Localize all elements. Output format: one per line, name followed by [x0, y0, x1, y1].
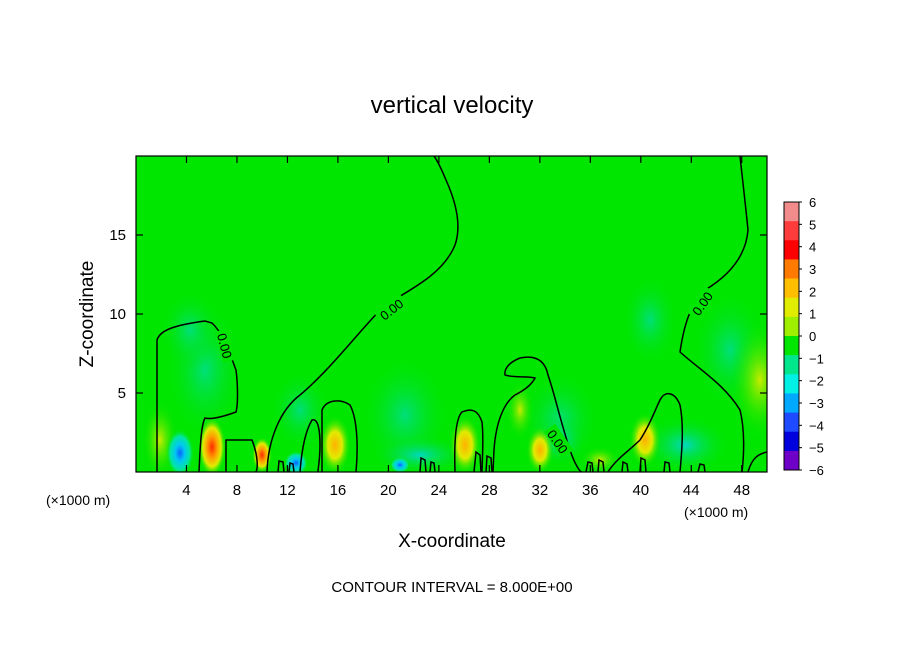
chart-title: vertical velocity — [371, 92, 534, 119]
x-tick-label: 44 — [683, 482, 700, 499]
contour-line — [429, 460, 436, 472]
field-features — [142, 275, 767, 472]
field-region — [319, 415, 351, 472]
contour-line — [266, 156, 459, 472]
colorbar-swatch — [784, 431, 799, 452]
field-region — [629, 412, 661, 468]
x-axis: 4 8 12 16 20 24 28 32 36 40 44 48 — [182, 156, 750, 499]
y-tick-label: 5 — [118, 385, 126, 402]
contour-line — [607, 393, 684, 472]
colorbar-label: −1 — [809, 351, 824, 366]
x-unit-label-left: (×1000 m) — [46, 492, 110, 508]
colorbar-label: 5 — [809, 217, 816, 232]
field-region — [730, 320, 767, 440]
field-region — [160, 290, 220, 370]
contour-line — [225, 439, 258, 472]
contour-line — [485, 454, 493, 472]
x-tick-label: 12 — [279, 482, 296, 499]
colorbar-swatch — [784, 450, 799, 471]
colorbar-label: 1 — [809, 307, 816, 322]
contour-line — [156, 320, 239, 472]
field-region — [640, 415, 730, 472]
x-unit-label-right: (×1000 m) — [684, 504, 748, 520]
x-tick-label: 48 — [733, 482, 750, 499]
y-axis: 5 10 15 — [109, 227, 767, 402]
contour-line — [597, 458, 605, 472]
colorbar-label: −5 — [809, 441, 824, 456]
colorbar-swatch — [784, 202, 799, 222]
colorbar-swatch — [784, 393, 799, 413]
colorbar-label: −2 — [809, 374, 824, 389]
x-tick-label: 32 — [531, 482, 548, 499]
x-axis-label: X-coordinate — [398, 531, 506, 552]
contour-line — [277, 460, 285, 472]
contour-label: 0.00 — [214, 332, 235, 360]
x-tick-label: 36 — [582, 482, 599, 499]
field-region — [506, 380, 534, 440]
y-tick-label: 15 — [109, 227, 126, 244]
field-region — [270, 370, 330, 450]
colorbar-swatch — [784, 240, 799, 260]
contour-line — [454, 409, 484, 472]
field-region — [390, 457, 410, 472]
x-tick-label: 8 — [233, 482, 241, 499]
colorbar: 6 5 4 3 2 1 0 −1 −2 −3 −4 −5 −6 — [783, 195, 824, 478]
contour-line — [473, 450, 482, 472]
colorbar-label: 0 — [809, 329, 816, 344]
zero-contours — [156, 156, 767, 472]
contour-interval-note: CONTOUR INTERVAL = 8.000E+00 — [331, 579, 572, 596]
x-tick-label: 28 — [481, 482, 498, 499]
field-region — [166, 429, 194, 472]
y-axis-label: Z-coordinate — [77, 261, 98, 368]
contour-line — [663, 461, 671, 472]
contour-line — [585, 461, 594, 472]
colorbar-label: −3 — [809, 396, 824, 411]
x-tick-label: 16 — [330, 482, 347, 499]
contour-line — [747, 451, 767, 472]
contour-labels: 0.00 0.00 0.00 0.00 — [214, 285, 717, 458]
colorbar-label: 6 — [809, 195, 816, 210]
colorbar-swatch — [784, 297, 799, 318]
colorbar-label: 2 — [809, 284, 816, 299]
contour-line — [492, 356, 583, 472]
x-tick-label: 4 — [182, 482, 190, 499]
colorbar-swatch — [784, 316, 799, 337]
contour-line — [288, 461, 295, 472]
contour-line — [697, 463, 706, 472]
colorbar-swatch — [784, 221, 799, 241]
colorbar-label: −4 — [809, 418, 824, 433]
field-region — [449, 415, 481, 472]
colorbar-label: −6 — [809, 463, 824, 478]
y-tick-label: 10 — [109, 306, 126, 323]
colorbar-swatch — [784, 412, 799, 433]
plot-area: 0.00 0.00 0.00 0.00 — [136, 156, 767, 472]
colorbar-swatch — [784, 259, 799, 279]
colorbar-swatch — [784, 336, 799, 356]
colorbar-swatch — [784, 278, 799, 299]
x-tick-label: 24 — [431, 482, 448, 499]
field-region — [622, 275, 678, 365]
contour-line — [299, 419, 321, 472]
field-region — [198, 417, 226, 472]
x-tick-label: 20 — [380, 482, 397, 499]
contour-line — [679, 156, 749, 472]
field-region — [526, 426, 554, 472]
colorbar-label: 4 — [809, 240, 816, 255]
contour-line — [621, 460, 629, 472]
colorbar-swatch — [784, 355, 799, 375]
x-tick-label: 40 — [632, 482, 649, 499]
contour-line — [321, 400, 358, 472]
colorbar-label: 3 — [809, 262, 816, 277]
contour-line — [419, 456, 427, 472]
colorbar-swatch — [784, 374, 799, 394]
